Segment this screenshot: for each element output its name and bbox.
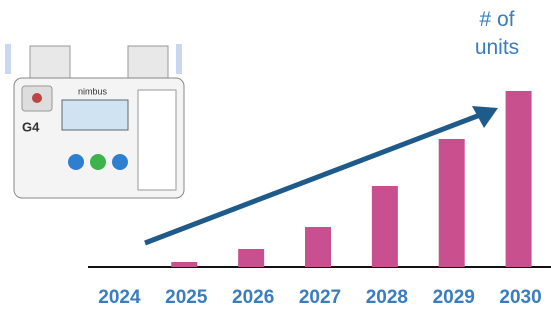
trend-arrow	[145, 115, 480, 243]
meter-brand: nimbus	[78, 86, 108, 96]
bar	[171, 262, 197, 267]
bar	[439, 139, 465, 267]
x-tick-label: 2025	[165, 287, 208, 308]
x-tick-label: 2028	[366, 287, 408, 308]
page: nimbus G4 2024 2025 2026 2027 2028 2029 2030 #…	[0, 0, 551, 311]
y-axis-label: # of units	[462, 6, 532, 62]
bar	[506, 91, 532, 267]
bar	[305, 227, 331, 267]
bar	[372, 186, 398, 267]
x-tick-label: 2027	[299, 287, 341, 308]
x-tick-label: 2024	[98, 287, 141, 308]
x-tick-label: 2029	[433, 287, 475, 308]
meter-model: G4	[22, 119, 40, 134]
bar	[238, 249, 264, 267]
x-tick-label: 2030	[499, 287, 541, 308]
x-tick-label: 2026	[232, 287, 274, 308]
